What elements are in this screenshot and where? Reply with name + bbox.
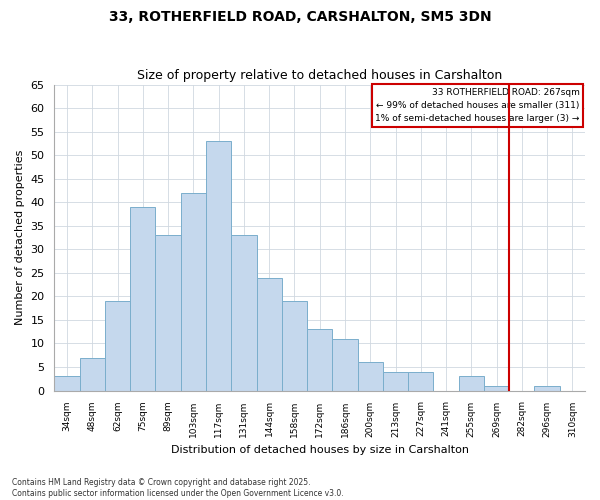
Bar: [408, 372, 433, 390]
Bar: [358, 362, 383, 390]
Bar: [181, 193, 206, 390]
Bar: [130, 207, 155, 390]
Bar: [206, 141, 231, 390]
Bar: [80, 358, 105, 390]
Bar: [282, 301, 307, 390]
Bar: [458, 376, 484, 390]
Title: Size of property relative to detached houses in Carshalton: Size of property relative to detached ho…: [137, 69, 502, 82]
Bar: [535, 386, 560, 390]
Bar: [484, 386, 509, 390]
Y-axis label: Number of detached properties: Number of detached properties: [15, 150, 25, 325]
Bar: [307, 330, 332, 390]
Text: Contains HM Land Registry data © Crown copyright and database right 2025.
Contai: Contains HM Land Registry data © Crown c…: [12, 478, 344, 498]
Bar: [105, 301, 130, 390]
Text: 33 ROTHERFIELD ROAD: 267sqm
← 99% of detached houses are smaller (311)
1% of sem: 33 ROTHERFIELD ROAD: 267sqm ← 99% of det…: [376, 88, 580, 123]
Bar: [231, 235, 257, 390]
Bar: [257, 278, 282, 390]
Bar: [155, 235, 181, 390]
Bar: [383, 372, 408, 390]
X-axis label: Distribution of detached houses by size in Carshalton: Distribution of detached houses by size …: [171, 445, 469, 455]
Bar: [332, 339, 358, 390]
Text: 33, ROTHERFIELD ROAD, CARSHALTON, SM5 3DN: 33, ROTHERFIELD ROAD, CARSHALTON, SM5 3D…: [109, 10, 491, 24]
Bar: [55, 376, 80, 390]
